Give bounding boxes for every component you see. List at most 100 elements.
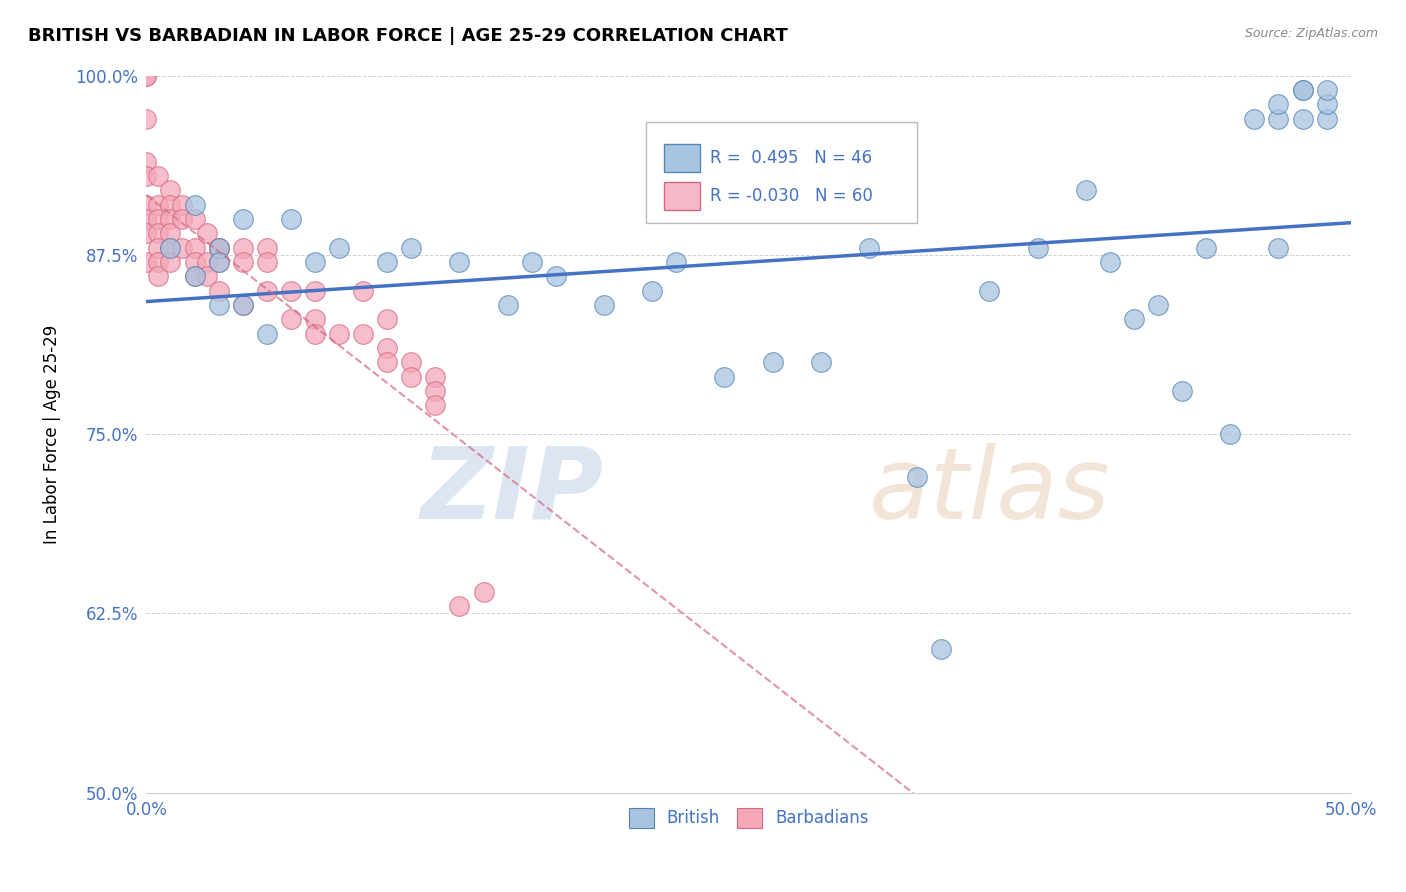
Point — [979, 284, 1001, 298]
Point — [207, 241, 229, 255]
Point — [375, 341, 398, 355]
Point — [232, 298, 254, 312]
Point — [280, 312, 302, 326]
Point — [520, 255, 543, 269]
Point — [148, 269, 170, 284]
Point — [159, 183, 181, 197]
Point — [135, 227, 157, 241]
Point — [159, 227, 181, 241]
Point — [183, 197, 205, 211]
Point — [148, 241, 170, 255]
Text: ZIP: ZIP — [420, 443, 605, 540]
Point — [1123, 312, 1146, 326]
Point — [148, 211, 170, 226]
Point — [232, 241, 254, 255]
Point — [148, 255, 170, 269]
Point — [401, 241, 423, 255]
Bar — [664, 144, 700, 172]
Point — [713, 369, 735, 384]
Point — [1074, 183, 1097, 197]
Point — [544, 269, 567, 284]
Point — [159, 211, 181, 226]
Point — [1267, 241, 1289, 255]
Text: atlas: atlas — [869, 443, 1111, 540]
Point — [1098, 255, 1121, 269]
Point — [496, 298, 519, 312]
Point — [425, 398, 447, 412]
Point — [183, 211, 205, 226]
Point — [148, 227, 170, 241]
Point — [1291, 83, 1313, 97]
Point — [375, 355, 398, 369]
Point — [256, 241, 278, 255]
Point — [328, 326, 350, 341]
Point — [449, 255, 471, 269]
Point — [304, 284, 326, 298]
Bar — [664, 182, 700, 211]
Point — [425, 369, 447, 384]
Point — [135, 255, 157, 269]
Point — [1171, 384, 1194, 398]
Point — [207, 298, 229, 312]
Point — [232, 255, 254, 269]
Point — [207, 255, 229, 269]
Point — [1291, 83, 1313, 97]
Point — [1026, 241, 1049, 255]
Point — [1147, 298, 1170, 312]
Point — [172, 241, 194, 255]
Point — [375, 312, 398, 326]
Point — [183, 269, 205, 284]
Point — [135, 197, 157, 211]
Point — [593, 298, 616, 312]
Point — [1219, 427, 1241, 442]
Point — [172, 211, 194, 226]
Point — [232, 211, 254, 226]
Point — [449, 599, 471, 614]
Point — [858, 241, 880, 255]
Point — [159, 255, 181, 269]
Point — [280, 211, 302, 226]
Text: Source: ZipAtlas.com: Source: ZipAtlas.com — [1244, 27, 1378, 40]
Point — [195, 269, 218, 284]
Point — [195, 227, 218, 241]
Point — [159, 241, 181, 255]
Point — [183, 241, 205, 255]
Point — [183, 255, 205, 269]
Point — [1243, 112, 1265, 126]
Point — [425, 384, 447, 398]
Point — [280, 284, 302, 298]
Point — [207, 241, 229, 255]
Point — [401, 369, 423, 384]
Point — [1291, 112, 1313, 126]
Legend: British, Barbadians: British, Barbadians — [621, 801, 876, 835]
Point — [1316, 83, 1339, 97]
Point — [207, 255, 229, 269]
Point — [1267, 97, 1289, 112]
Point — [304, 255, 326, 269]
Text: BRITISH VS BARBADIAN IN LABOR FORCE | AGE 25-29 CORRELATION CHART: BRITISH VS BARBADIAN IN LABOR FORCE | AG… — [28, 27, 787, 45]
Point — [148, 169, 170, 183]
Text: R = -0.030   N = 60: R = -0.030 N = 60 — [710, 187, 873, 205]
Point — [135, 154, 157, 169]
Text: R =  0.495   N = 46: R = 0.495 N = 46 — [710, 149, 872, 167]
Point — [1267, 112, 1289, 126]
Point — [159, 241, 181, 255]
Point — [929, 642, 952, 657]
Point — [665, 255, 688, 269]
Point — [135, 211, 157, 226]
Point — [472, 585, 495, 599]
Point — [810, 355, 832, 369]
Point — [135, 169, 157, 183]
FancyBboxPatch shape — [647, 122, 917, 222]
Point — [352, 326, 374, 341]
Point — [135, 112, 157, 126]
Point — [1316, 97, 1339, 112]
Point — [256, 284, 278, 298]
Point — [148, 197, 170, 211]
Point — [1316, 112, 1339, 126]
Point — [304, 326, 326, 341]
Point — [1195, 241, 1218, 255]
Point — [641, 284, 664, 298]
Point — [328, 241, 350, 255]
Point — [135, 69, 157, 83]
